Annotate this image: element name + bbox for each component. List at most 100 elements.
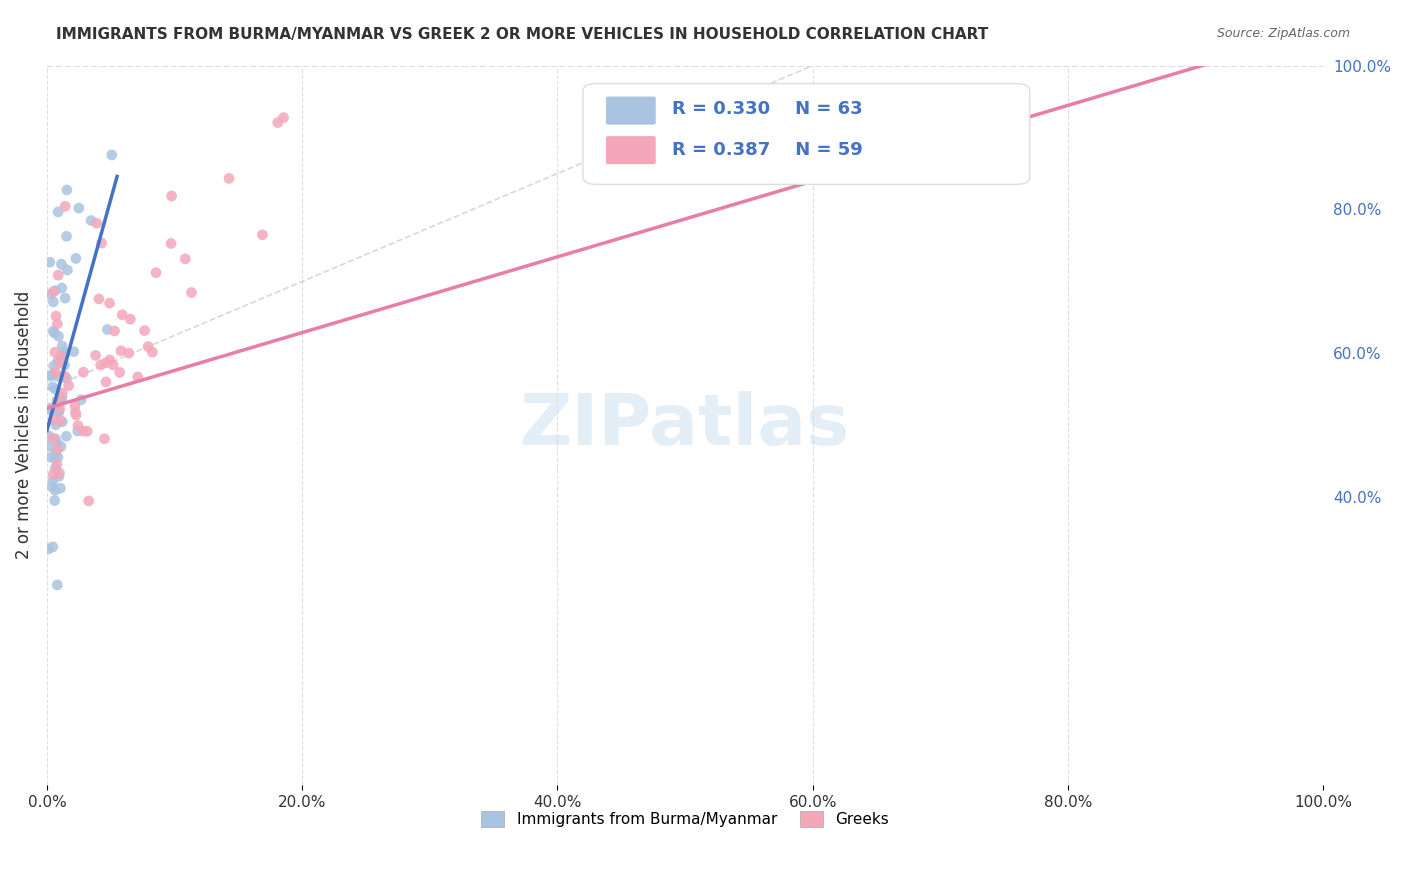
Point	[118, 346, 141, 360]
Point	[46, 436, 69, 450]
Point	[45, 309, 67, 323]
Point	[51, 339, 73, 353]
Point	[108, 366, 131, 380]
Point	[49, 350, 72, 364]
Text: ZIPatlas: ZIPatlas	[520, 391, 851, 460]
Point	[84, 348, 107, 362]
Point	[46, 394, 69, 409]
Point	[145, 266, 167, 280]
FancyBboxPatch shape	[583, 84, 1029, 185]
Point	[51, 391, 73, 405]
Point	[87, 292, 110, 306]
Point	[218, 171, 240, 186]
Point	[48, 405, 70, 419]
Point	[127, 370, 149, 384]
Text: Source: ZipAtlas.com: Source: ZipAtlas.com	[1216, 27, 1350, 40]
Point	[62, 344, 84, 359]
Point	[56, 183, 79, 197]
Point	[39, 369, 62, 384]
Point	[76, 425, 98, 439]
Point	[46, 578, 69, 592]
Point	[120, 312, 142, 326]
Point	[55, 371, 77, 385]
Point	[44, 451, 66, 466]
Point	[72, 424, 94, 438]
Y-axis label: 2 or more Vehicles in Household: 2 or more Vehicles in Household	[15, 291, 32, 559]
Point	[90, 358, 112, 372]
Text: IMMIGRANTS FROM BURMA/MYANMAR VS GREEK 2 OR MORE VEHICLES IN HOUSEHOLD CORRELATI: IMMIGRANTS FROM BURMA/MYANMAR VS GREEK 2…	[56, 27, 988, 42]
Point	[46, 268, 69, 282]
Point	[77, 494, 100, 508]
Point	[42, 467, 65, 482]
Point	[37, 439, 59, 453]
Point	[65, 408, 87, 422]
Point	[90, 236, 112, 251]
Point	[55, 229, 77, 244]
Point	[134, 324, 156, 338]
Point	[103, 324, 125, 338]
Point	[94, 356, 117, 370]
Point	[180, 285, 202, 300]
Point	[53, 291, 76, 305]
Point	[44, 432, 66, 446]
FancyBboxPatch shape	[606, 136, 655, 164]
Point	[45, 417, 67, 432]
Point	[51, 415, 73, 429]
Point	[98, 296, 121, 310]
Point	[49, 414, 72, 428]
Point	[110, 343, 132, 358]
Point	[48, 401, 70, 416]
Point	[66, 418, 89, 433]
Point	[55, 429, 77, 443]
Point	[39, 287, 62, 301]
Point	[39, 450, 62, 465]
Point	[52, 344, 75, 359]
Point	[56, 263, 79, 277]
Point	[70, 392, 93, 407]
Point	[42, 540, 65, 554]
Point	[51, 257, 73, 271]
Legend: Immigrants from Burma/Myanmar, Greeks: Immigrants from Burma/Myanmar, Greeks	[474, 804, 897, 835]
Point	[101, 148, 124, 162]
Point	[63, 399, 86, 413]
Point	[46, 317, 69, 331]
Point	[66, 424, 89, 438]
Point	[39, 401, 62, 415]
Point	[65, 405, 87, 419]
Point	[58, 378, 80, 392]
Point	[45, 369, 67, 384]
Point	[44, 284, 66, 298]
Point	[53, 369, 76, 384]
Text: R = 0.387    N = 59: R = 0.387 N = 59	[672, 141, 863, 159]
Point	[65, 252, 87, 266]
Point	[94, 375, 117, 389]
Point	[48, 466, 70, 480]
Point	[174, 252, 197, 266]
Text: R = 0.330    N = 63: R = 0.330 N = 63	[672, 100, 863, 118]
Point	[141, 345, 163, 359]
Point	[41, 380, 63, 394]
Point	[44, 483, 66, 498]
Point	[42, 413, 65, 427]
Point	[41, 403, 63, 417]
Point	[46, 205, 69, 219]
Point	[86, 216, 108, 230]
FancyBboxPatch shape	[606, 96, 655, 125]
Point	[46, 354, 69, 368]
Point	[98, 352, 121, 367]
Point	[96, 322, 118, 336]
Point	[46, 450, 69, 465]
Point	[67, 201, 90, 215]
Point	[48, 469, 70, 483]
Point	[51, 281, 73, 295]
Point	[49, 481, 72, 495]
Point	[49, 440, 72, 454]
Point	[44, 345, 66, 359]
Point	[44, 493, 66, 508]
Point	[267, 115, 290, 129]
Point	[48, 404, 70, 418]
Point	[72, 365, 94, 379]
Point	[46, 457, 69, 471]
Point	[42, 295, 65, 310]
Point	[53, 348, 76, 362]
